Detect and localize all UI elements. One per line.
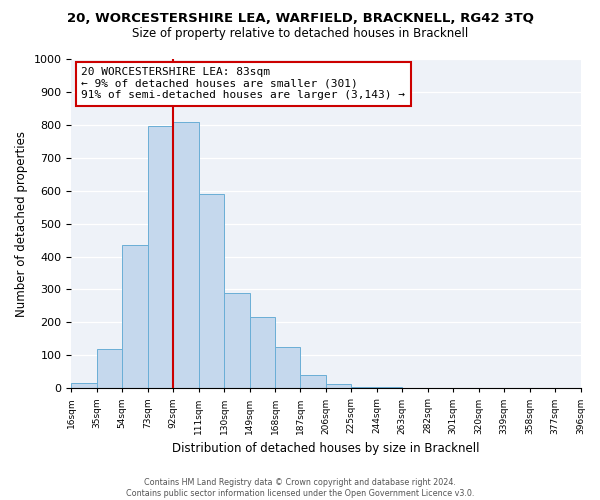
Bar	[148, 126, 173, 388]
Bar	[71, 384, 97, 388]
Bar	[224, 293, 250, 388]
Bar	[97, 349, 122, 389]
Bar	[122, 245, 148, 388]
Bar	[173, 122, 199, 388]
X-axis label: Distribution of detached houses by size in Bracknell: Distribution of detached houses by size …	[172, 442, 479, 455]
Bar	[199, 194, 224, 388]
Bar	[250, 318, 275, 388]
Text: Size of property relative to detached houses in Bracknell: Size of property relative to detached ho…	[132, 28, 468, 40]
Text: 20 WORCESTERSHIRE LEA: 83sqm
← 9% of detached houses are smaller (301)
91% of se: 20 WORCESTERSHIRE LEA: 83sqm ← 9% of det…	[82, 67, 406, 100]
Bar	[352, 386, 377, 388]
Bar	[301, 375, 326, 388]
Text: 20, WORCESTERSHIRE LEA, WARFIELD, BRACKNELL, RG42 3TQ: 20, WORCESTERSHIRE LEA, WARFIELD, BRACKN…	[67, 12, 533, 26]
Bar	[326, 384, 352, 388]
Bar	[275, 347, 301, 389]
Y-axis label: Number of detached properties: Number of detached properties	[15, 130, 28, 316]
Text: Contains HM Land Registry data © Crown copyright and database right 2024.
Contai: Contains HM Land Registry data © Crown c…	[126, 478, 474, 498]
